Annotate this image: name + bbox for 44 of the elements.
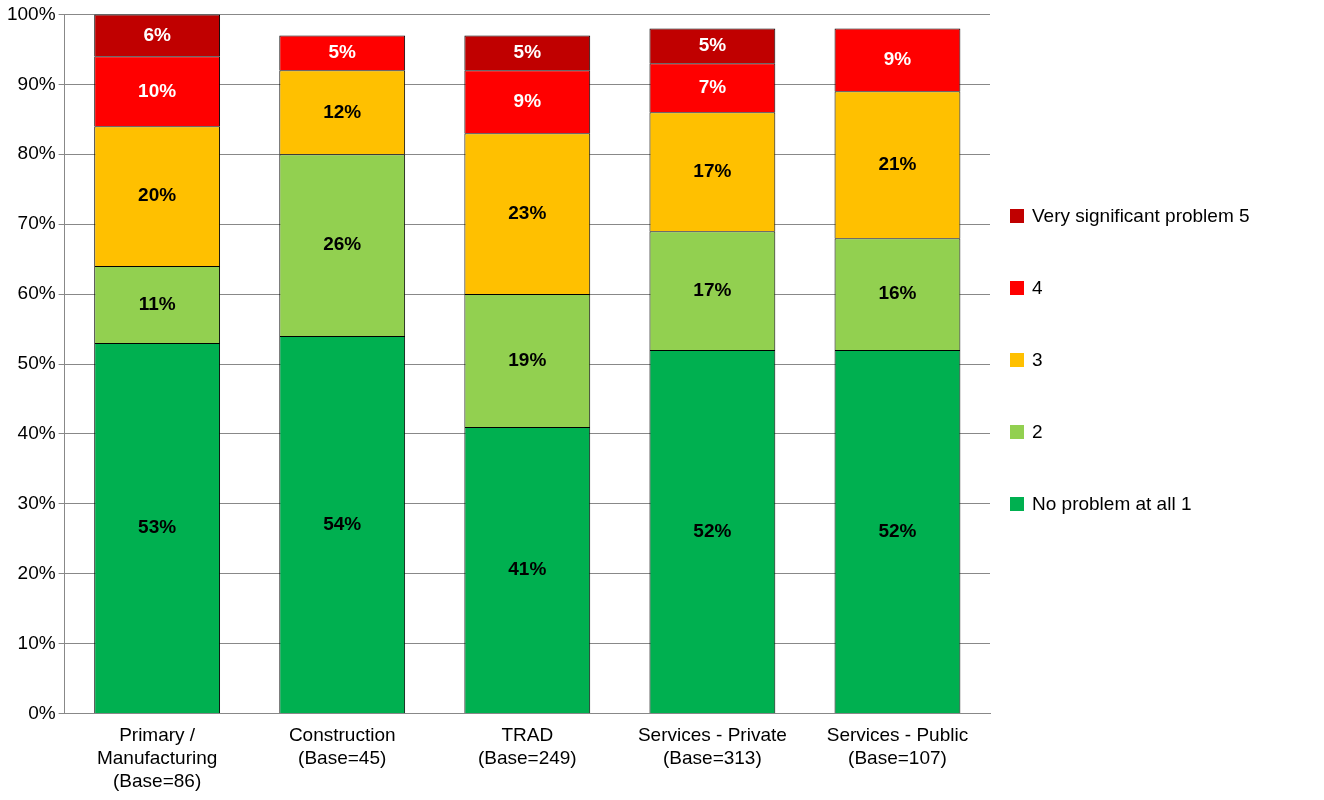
legend-label: 2	[1032, 421, 1043, 443]
data-label: 11%	[138, 292, 176, 314]
data-label: 54%	[323, 512, 362, 534]
y-tick-label: 90%	[17, 72, 56, 94]
data-label: 53%	[138, 516, 177, 538]
y-tick-label: 70%	[17, 212, 56, 234]
data-label: 19%	[508, 348, 547, 370]
data-label: 5%	[698, 34, 727, 56]
y-tick-label: 80%	[17, 142, 56, 164]
data-label: 9%	[513, 90, 542, 112]
y-tick-label: 50%	[17, 352, 56, 374]
data-label: 41%	[508, 558, 547, 580]
data-label: 17%	[693, 278, 732, 300]
y-tick-label: 30%	[17, 492, 56, 514]
data-label: 21%	[878, 152, 917, 174]
y-tick-label: 40%	[17, 422, 56, 444]
legend-label: No problem at all 1	[1032, 493, 1192, 515]
x-tick-label: Primary / Manufacturing (Base=86)	[96, 724, 218, 791]
data-label: 17%	[693, 159, 732, 181]
x-tick-label: Services - Private (Base=313)	[637, 724, 787, 769]
y-tick-label: 0%	[28, 701, 56, 723]
data-label: 20%	[138, 184, 177, 206]
data-label: 6%	[143, 23, 171, 45]
data-label: 52%	[693, 519, 732, 541]
data-label: 16%	[878, 282, 917, 304]
data-label: 10%	[138, 79, 177, 101]
y-tick-label: 100%	[6, 2, 56, 24]
data-label: 26%	[323, 233, 362, 255]
y-tick-label: 20%	[17, 561, 56, 583]
data-label: 12%	[323, 100, 362, 122]
data-label: 5%	[328, 41, 357, 63]
data-label: 9%	[883, 48, 912, 70]
y-tick-label: 60%	[17, 282, 56, 304]
x-tick-label: Services - Public (Base=107)	[826, 724, 969, 769]
x-tick-label: Construction (Base=45)	[288, 724, 396, 769]
legend-label: 4	[1032, 277, 1043, 299]
x-tick-label: TRAD (Base=249)	[477, 724, 577, 769]
data-label: 5%	[513, 41, 542, 63]
data-label: 23%	[508, 201, 547, 223]
data-label: 52%	[878, 519, 917, 541]
legend-label: Very significant problem 5	[1032, 205, 1250, 227]
legend-label: 3	[1032, 349, 1043, 371]
data-label: 7%	[698, 76, 727, 98]
y-tick-label: 10%	[17, 631, 56, 653]
